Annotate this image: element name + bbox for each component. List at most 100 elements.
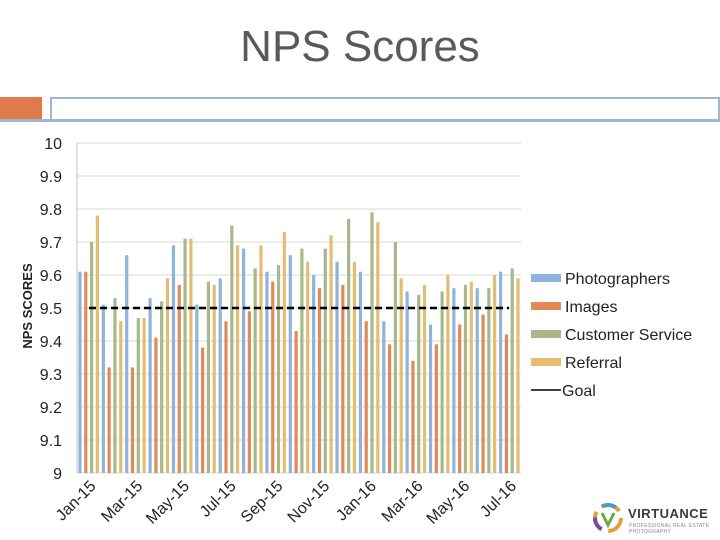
bar (212, 284, 216, 473)
legend-label: Referral (565, 355, 622, 372)
bar (329, 235, 333, 473)
bar (335, 261, 339, 473)
bar (101, 304, 105, 473)
bar (206, 281, 211, 473)
x-tick-label: Mar-16 (379, 478, 427, 526)
bar (417, 294, 421, 473)
bar (201, 347, 205, 473)
bar (393, 242, 397, 473)
x-tick-label: Nov-15 (285, 478, 334, 527)
bar (399, 278, 403, 473)
bar (294, 331, 298, 473)
y-tick-label: 9.6 (40, 268, 62, 285)
bar (235, 245, 240, 473)
accent-bar-blue (50, 97, 720, 121)
bar (259, 245, 263, 473)
bar (504, 334, 509, 473)
bar (89, 242, 94, 473)
legend-swatch (531, 302, 561, 310)
y-axis-label: NPS SCORES (20, 263, 35, 349)
accent-bar-orange (0, 97, 42, 121)
bar (376, 222, 380, 473)
bar (130, 367, 135, 473)
x-tick-label: Mar-15 (98, 478, 146, 526)
y-tick-label: 9.4 (40, 334, 62, 351)
legend-label: Photographers (565, 271, 670, 288)
bar (78, 271, 82, 473)
bar (347, 218, 351, 473)
bar (422, 284, 427, 473)
legend-swatch (531, 330, 561, 338)
slide-title: NPS Scores (240, 22, 480, 71)
legend: Photographers Images Customer Service Refer… (531, 271, 692, 400)
legend-swatch (531, 274, 561, 282)
bar (160, 301, 164, 473)
bar (323, 248, 327, 473)
y-tick-label: 9.7 (40, 235, 62, 252)
bar (405, 291, 409, 473)
x-tick-label: Jan-15 (53, 478, 100, 525)
bar (177, 284, 181, 473)
bar (434, 344, 438, 473)
bar (165, 278, 170, 473)
y-tick-label: 9.5 (40, 301, 62, 318)
bar (154, 337, 158, 473)
y-tick-label: 10 (44, 136, 62, 153)
bar (352, 261, 357, 473)
bar (189, 238, 193, 473)
x-tick-label: Sep-15 (238, 478, 287, 527)
bar (493, 275, 497, 473)
bar (341, 284, 345, 473)
bar (306, 261, 310, 473)
y-tick-label: 9.9 (40, 169, 62, 186)
x-tick-label: Jul-16 (477, 478, 520, 521)
bar (300, 248, 304, 473)
bar (265, 271, 269, 473)
bar (276, 265, 281, 473)
bar (516, 278, 520, 473)
bar (107, 367, 111, 473)
bar (446, 275, 450, 473)
bar (358, 271, 363, 473)
bar (475, 288, 479, 473)
logo-mark-icon (593, 503, 623, 533)
legend-label: Customer Service (565, 327, 692, 344)
x-tick-label: May-15 (143, 478, 193, 528)
bar (230, 225, 234, 473)
bar (428, 324, 433, 473)
bar (481, 314, 485, 473)
bar (458, 324, 462, 473)
accent-line (0, 119, 720, 122)
bar (387, 344, 392, 473)
bar (312, 275, 316, 473)
y-axis-ticks: 10 9.9 9.8 9.7 9.6 9.5 9.4 9.3 9.2 9.1 9 (40, 136, 62, 483)
legend-label-goal: Goal (562, 383, 596, 400)
logo-text: VIRTUANCE (628, 506, 709, 521)
x-tick-label: Jul-15 (197, 478, 240, 521)
bar (271, 281, 275, 473)
bar (84, 271, 88, 473)
bar (119, 321, 123, 473)
bar (253, 268, 257, 473)
bar (317, 288, 322, 473)
bar (224, 321, 228, 473)
bar (487, 288, 491, 473)
bar (241, 248, 246, 473)
virtuance-logo: VIRTUANCE PROFESSIONAL REAL ESTATE PHOTO… (592, 500, 714, 536)
bar (282, 232, 286, 473)
bar (382, 321, 386, 473)
bar (499, 271, 503, 473)
bar (171, 245, 176, 473)
bar (195, 304, 199, 473)
y-tick-label: 9.2 (40, 400, 62, 417)
bar (364, 321, 368, 473)
bar (183, 238, 187, 473)
y-tick-label: 9.1 (40, 433, 62, 450)
bar (452, 288, 456, 473)
legend-label: Images (565, 299, 617, 316)
bar (469, 281, 473, 473)
bars (78, 212, 520, 474)
bar (95, 215, 99, 473)
